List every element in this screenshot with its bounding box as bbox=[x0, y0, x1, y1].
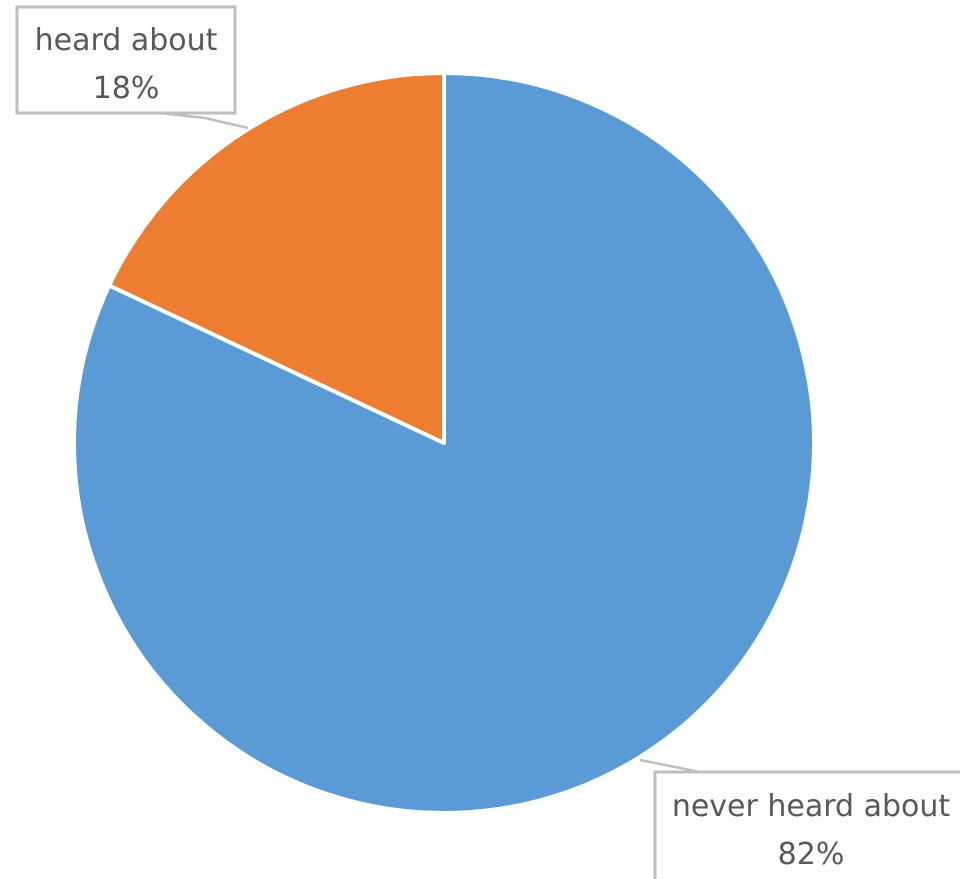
data-label-heard-about: heard about 18% bbox=[15, 5, 237, 115]
leader-line-never-heard-about bbox=[639, 758, 830, 774]
data-label-category: heard about bbox=[35, 23, 218, 58]
callout-box-never-heard-about bbox=[653, 770, 960, 879]
pie-slices bbox=[72, 71, 816, 815]
data-label-value: 82% bbox=[778, 837, 845, 872]
data-label-category: never heard about bbox=[672, 789, 951, 824]
pie-slice-heard-about bbox=[107, 71, 446, 445]
data-label-never-heard-about: never heard about 82% bbox=[653, 770, 960, 879]
data-label-value: 18% bbox=[93, 71, 160, 106]
callout-box-heard-about bbox=[15, 5, 237, 115]
pie-slice-never-heard-about bbox=[72, 71, 816, 815]
